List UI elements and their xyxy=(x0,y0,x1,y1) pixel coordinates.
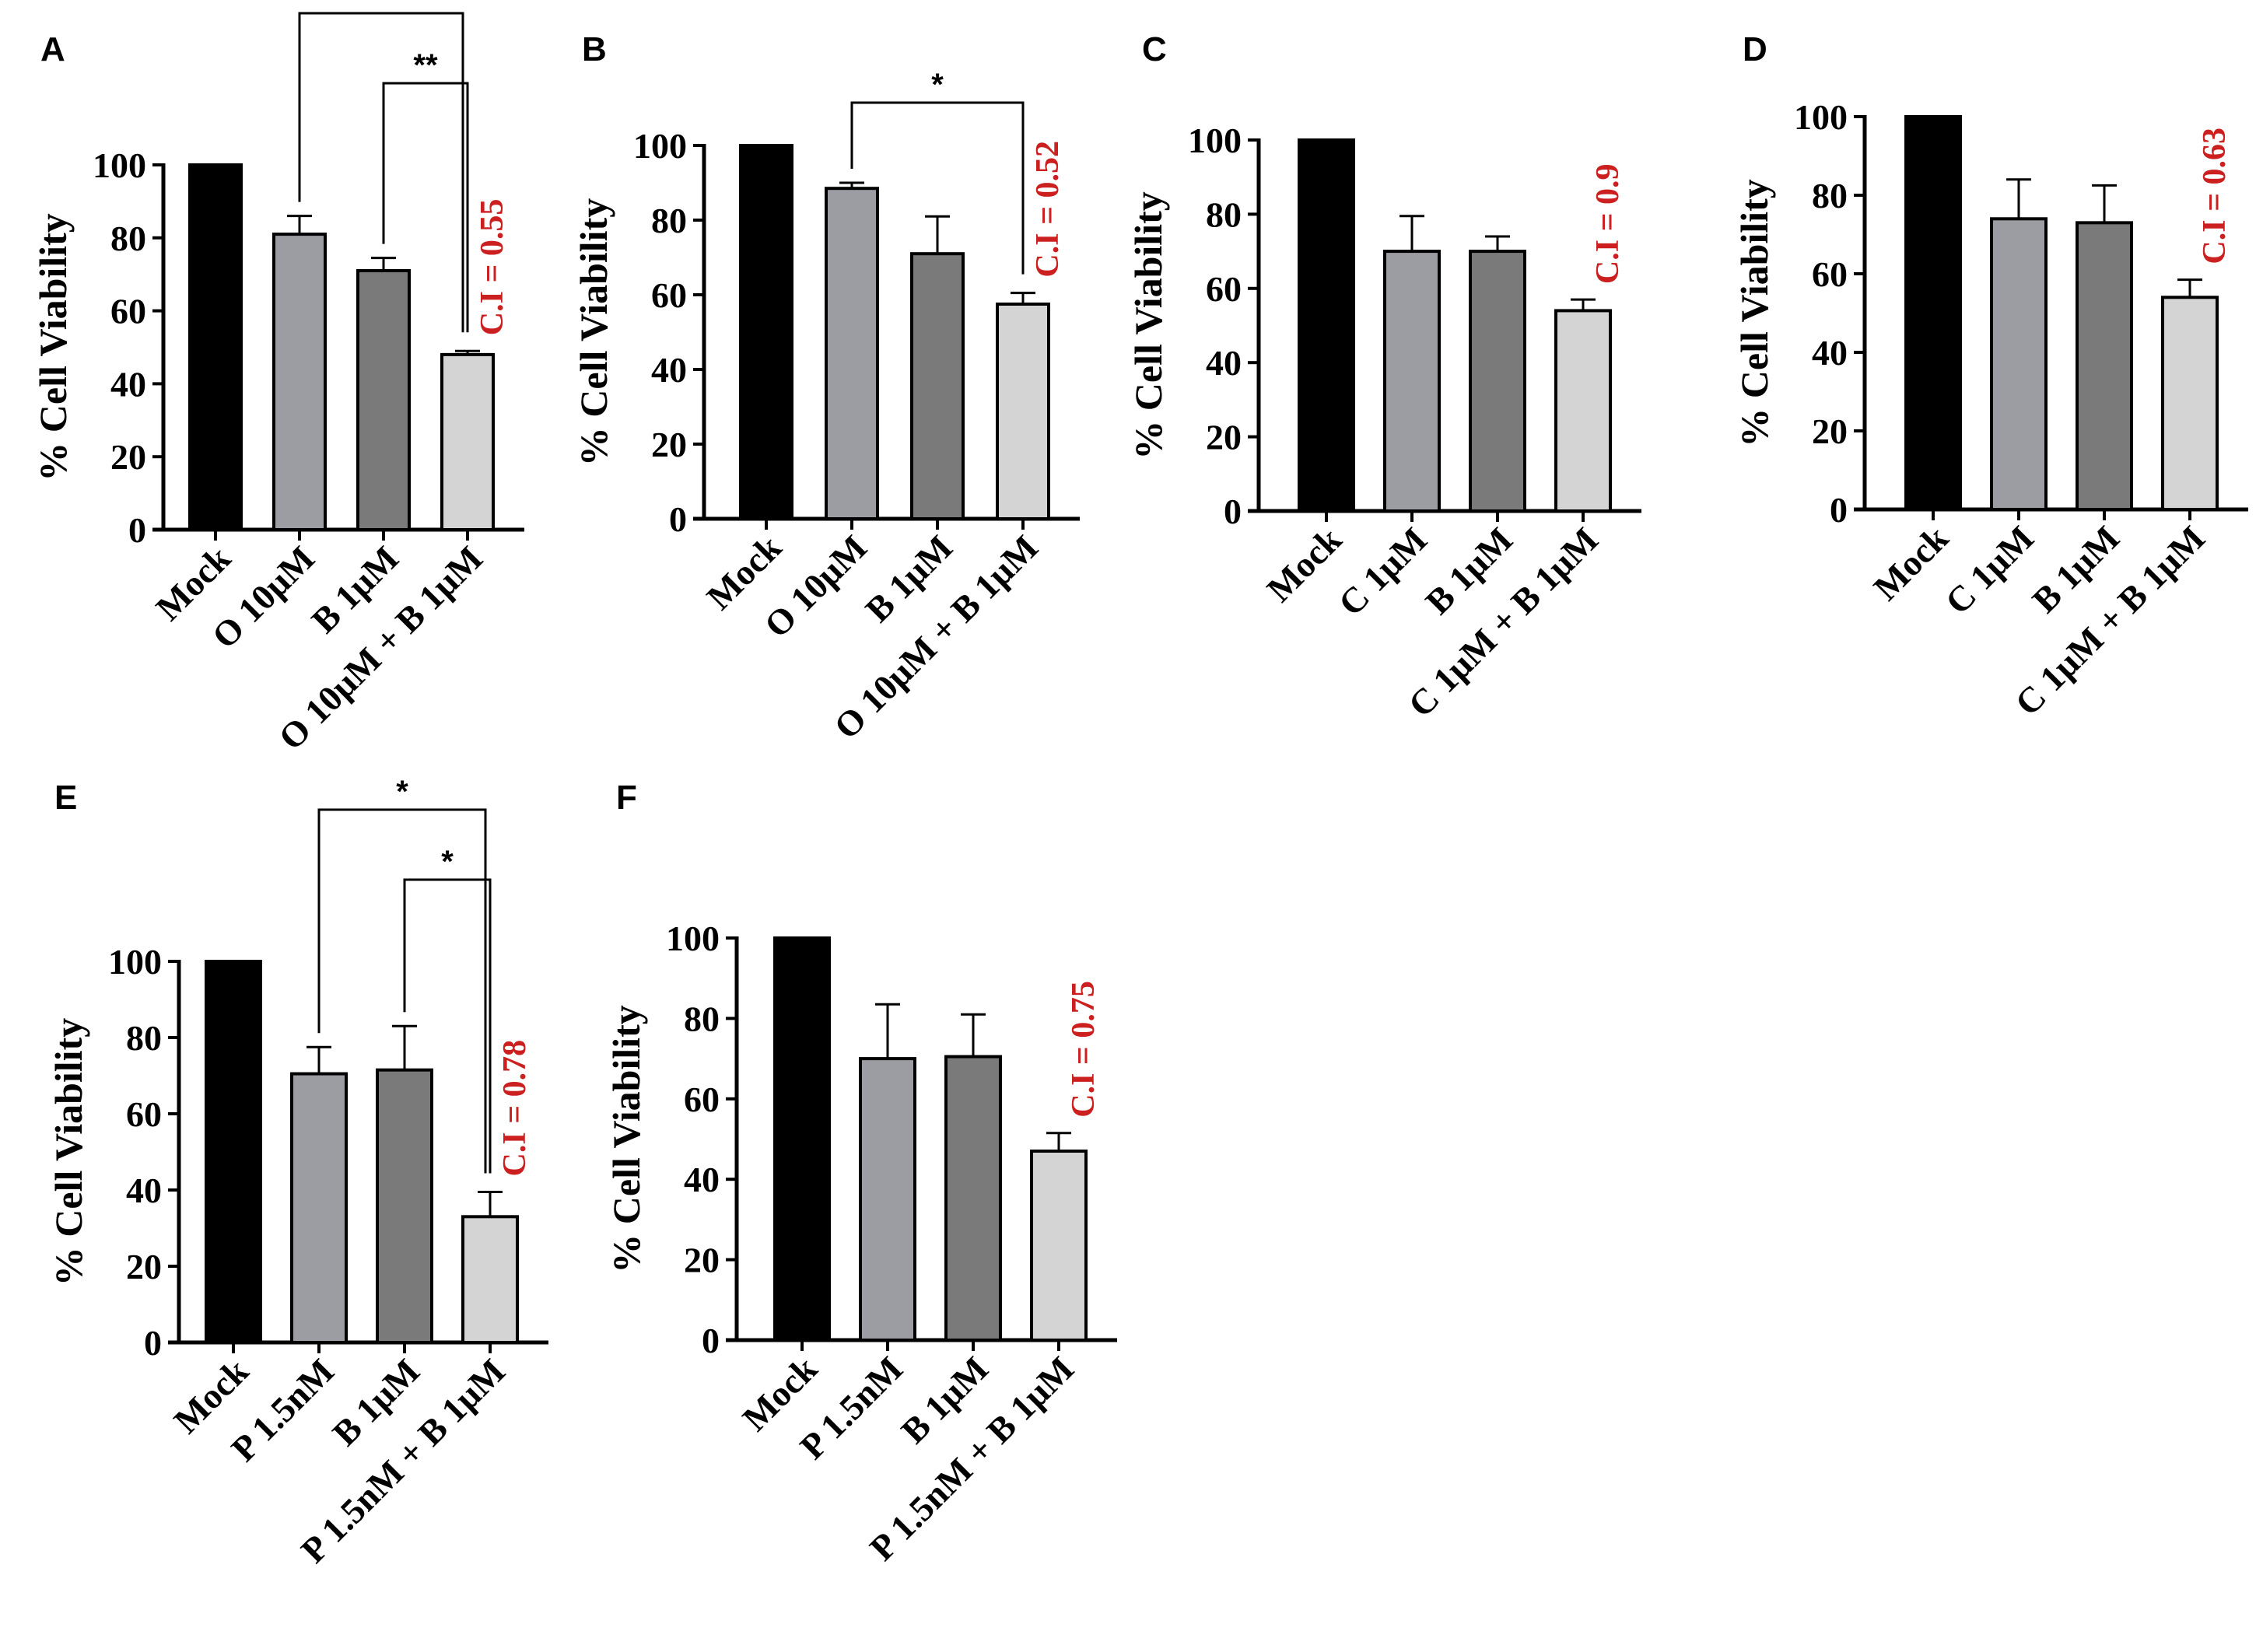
panel-letter: F xyxy=(616,779,637,817)
y-tick-label: 20 xyxy=(684,1241,720,1280)
ci-annotation: C.I = 0.63 xyxy=(2197,128,2233,264)
bar xyxy=(356,269,411,531)
y-tick-label: 40 xyxy=(126,1171,162,1210)
bar xyxy=(1554,309,1612,513)
y-axis-title: % Cell Viability xyxy=(47,1018,90,1286)
significance-label: ** xyxy=(413,48,438,82)
significance-bracket xyxy=(382,82,469,333)
y-tick-label: 0 xyxy=(1224,492,1242,531)
bar xyxy=(290,1072,348,1345)
y-tick-label: 60 xyxy=(1812,254,1848,294)
significance-label: *** xyxy=(363,0,400,12)
y-tick-label: 80 xyxy=(126,1018,162,1058)
y-axis-title: % Cell Viability xyxy=(572,198,615,466)
y-tick-label: 100 xyxy=(666,919,720,958)
significance-bracket xyxy=(850,101,1025,275)
x-tick-label: C 1µM xyxy=(1938,518,2041,621)
y-tick-label: 0 xyxy=(1830,490,1848,530)
panel-letter: A xyxy=(40,30,65,68)
significance-label: * xyxy=(441,845,454,879)
bar xyxy=(1383,250,1441,513)
y-axis-title: % Cell Viability xyxy=(31,213,75,481)
x-tick-label: C 1µM xyxy=(1331,520,1435,623)
significance-bracket xyxy=(298,12,464,333)
significance-label: * xyxy=(396,775,408,809)
bar xyxy=(272,233,327,531)
bar xyxy=(376,1068,433,1345)
y-tick-label: 100 xyxy=(1794,97,1848,137)
y-tick-label: 20 xyxy=(1812,411,1848,451)
bar xyxy=(944,1055,1002,1342)
bar xyxy=(773,936,831,1342)
panel-letter: D xyxy=(1743,30,1767,68)
y-axis-title: % Cell Viability xyxy=(604,1005,648,1272)
y-tick-label: 40 xyxy=(651,350,687,390)
significance-bracket xyxy=(317,808,487,1174)
y-axis-title: % Cell Viability xyxy=(1732,179,1776,446)
bar xyxy=(2076,221,2133,511)
bar xyxy=(1990,217,2048,511)
y-tick-label: 100 xyxy=(633,126,687,166)
bar xyxy=(739,144,793,520)
ci-annotation: C.I = 0.55 xyxy=(475,199,510,336)
y-tick-label: 100 xyxy=(1188,121,1242,160)
bar xyxy=(188,163,243,531)
y-tick-label: 40 xyxy=(1206,343,1242,383)
ci-annotation: C.I = 0.78 xyxy=(497,1040,533,1177)
bar xyxy=(1030,1150,1088,1342)
ci-annotation: C.I = 0.9 xyxy=(1590,164,1626,285)
bar xyxy=(205,960,262,1344)
y-tick-label: 0 xyxy=(128,510,146,550)
y-tick-label: 20 xyxy=(1206,418,1242,457)
bar xyxy=(996,303,1050,520)
panel-letter: B xyxy=(582,30,607,68)
bar xyxy=(910,252,965,520)
bar xyxy=(440,352,495,531)
y-tick-label: 80 xyxy=(110,219,146,258)
y-tick-label: 20 xyxy=(110,437,146,477)
panel-letter: C xyxy=(1142,30,1167,68)
ci-annotation: C.I = 0.75 xyxy=(1066,981,1102,1118)
y-tick-label: 0 xyxy=(669,499,687,539)
bar xyxy=(825,187,879,520)
bar xyxy=(2161,296,2219,511)
panel-letter: E xyxy=(54,779,77,817)
y-tick-label: 60 xyxy=(126,1094,162,1134)
y-tick-label: 40 xyxy=(110,364,146,404)
significance-bracket xyxy=(403,878,492,1174)
y-tick-label: 80 xyxy=(1206,194,1242,234)
y-tick-label: 60 xyxy=(1206,269,1242,309)
y-tick-label: 20 xyxy=(126,1247,162,1286)
bar xyxy=(461,1215,519,1345)
y-tick-label: 60 xyxy=(684,1080,720,1119)
bar xyxy=(1904,115,1962,511)
significance-label: * xyxy=(931,68,944,102)
ci-annotation: C.I = 0.52 xyxy=(1030,141,1066,278)
y-tick-label: 60 xyxy=(110,292,146,331)
y-tick-label: 100 xyxy=(108,942,162,982)
y-tick-label: 80 xyxy=(651,201,687,240)
bar xyxy=(1469,250,1526,513)
bar xyxy=(1298,138,1355,513)
y-tick-label: 0 xyxy=(702,1321,720,1360)
y-tick-label: 100 xyxy=(93,145,146,185)
bar xyxy=(859,1057,916,1342)
y-tick-label: 20 xyxy=(651,425,687,464)
y-tick-label: 40 xyxy=(684,1160,720,1199)
y-tick-label: 60 xyxy=(651,275,687,315)
y-tick-label: 0 xyxy=(144,1323,162,1363)
y-tick-label: 40 xyxy=(1812,333,1848,373)
y-tick-label: 80 xyxy=(684,999,720,1038)
y-tick-label: 80 xyxy=(1812,176,1848,215)
y-axis-title: % Cell Viability xyxy=(1126,191,1170,459)
